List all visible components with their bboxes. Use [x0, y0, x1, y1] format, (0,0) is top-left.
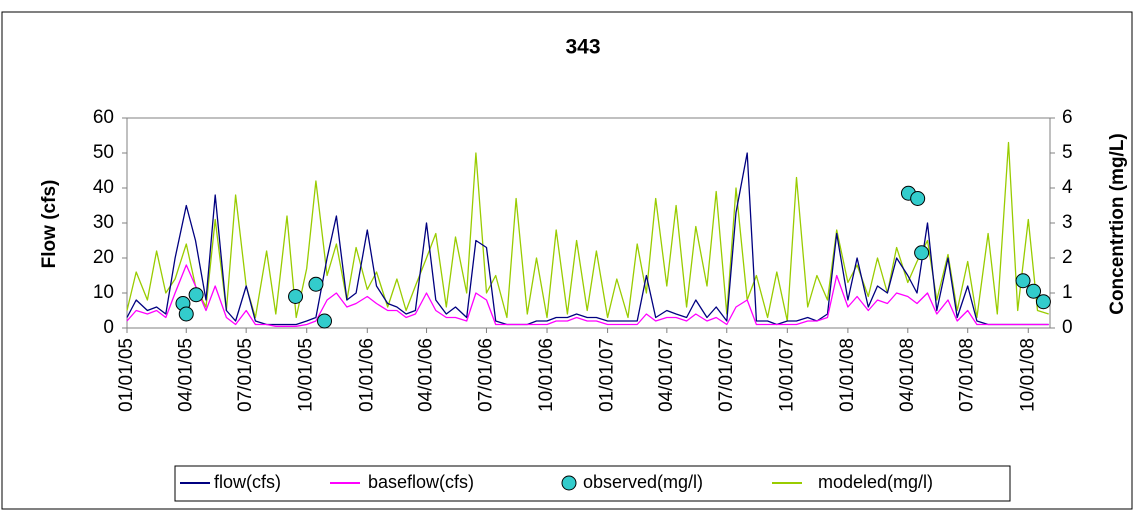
chart-title: 343 [565, 36, 600, 59]
x-tick-label: 07/01/06 [475, 338, 496, 412]
observed-point [910, 191, 926, 206]
y-tick-label: 50 [93, 142, 114, 163]
legend-label: observed(mg/l) [583, 472, 703, 492]
observed-point [317, 313, 333, 329]
legend-label: flow(cfs) [214, 472, 281, 492]
x-tick-label: 04/01/07 [656, 338, 677, 412]
series-line [126, 152, 1049, 326]
y-tick-label: 30 [93, 212, 114, 233]
y-tick-label: 10 [93, 282, 114, 303]
observed-point [308, 276, 324, 292]
observed-point [1026, 283, 1042, 299]
observed-point [178, 306, 194, 322]
x-tick-label: 07/01/05 [235, 338, 256, 412]
x-tick-label: 07/01/07 [716, 338, 737, 412]
y-tick-label: 0 [103, 317, 114, 338]
x-tick-label: 01/01/08 [837, 338, 858, 412]
legend-label: modeled(mg/l) [818, 472, 933, 492]
x-tick-label: 07/01/08 [957, 338, 978, 412]
observed-point [1035, 294, 1051, 310]
y-tick-label: 20 [93, 247, 114, 268]
y2-tick-label: 5 [1062, 142, 1073, 163]
legend-marker [561, 475, 577, 491]
observed-point [914, 245, 930, 261]
x-tick-label: 10/01/07 [776, 338, 797, 412]
chart-frame [1, 11, 1133, 510]
series-line [126, 264, 1049, 327]
series-line [126, 141, 1049, 322]
y2-tick-label: 2 [1062, 247, 1073, 268]
y-tick-label: 60 [93, 107, 114, 128]
y2-tick-label: 0 [1062, 317, 1073, 338]
x-tick-label: 04/01/05 [175, 338, 196, 412]
x-tick-label: 10/01/08 [1017, 338, 1038, 412]
legend-box [174, 465, 1011, 502]
x-tick-label: 10/01/06 [536, 338, 557, 412]
y2-tick-label: 1 [1062, 282, 1073, 303]
y2-tick-label: 6 [1062, 107, 1073, 128]
x-tick-label: 10/01/05 [296, 338, 317, 412]
x-tick-label: 01/01/06 [356, 338, 377, 412]
y-tick-label: 40 [93, 177, 114, 198]
y2-tick-label: 3 [1062, 212, 1073, 233]
y-axis-title: Flow (cfs) [39, 180, 60, 269]
observed-point [288, 289, 304, 304]
x-tick-label: 04/01/08 [897, 338, 918, 412]
y2-tick-label: 4 [1062, 177, 1073, 198]
x-tick-label: 04/01/06 [416, 338, 437, 412]
legend-label: baseflow(cfs) [368, 472, 474, 492]
observed-point [188, 287, 204, 303]
x-tick-label: 01/01/05 [116, 338, 137, 412]
observed-point [1015, 273, 1031, 289]
x-tick-label: 01/01/07 [597, 338, 618, 412]
y2-axis-title: Concentrtion (mg/L) [1107, 133, 1128, 315]
